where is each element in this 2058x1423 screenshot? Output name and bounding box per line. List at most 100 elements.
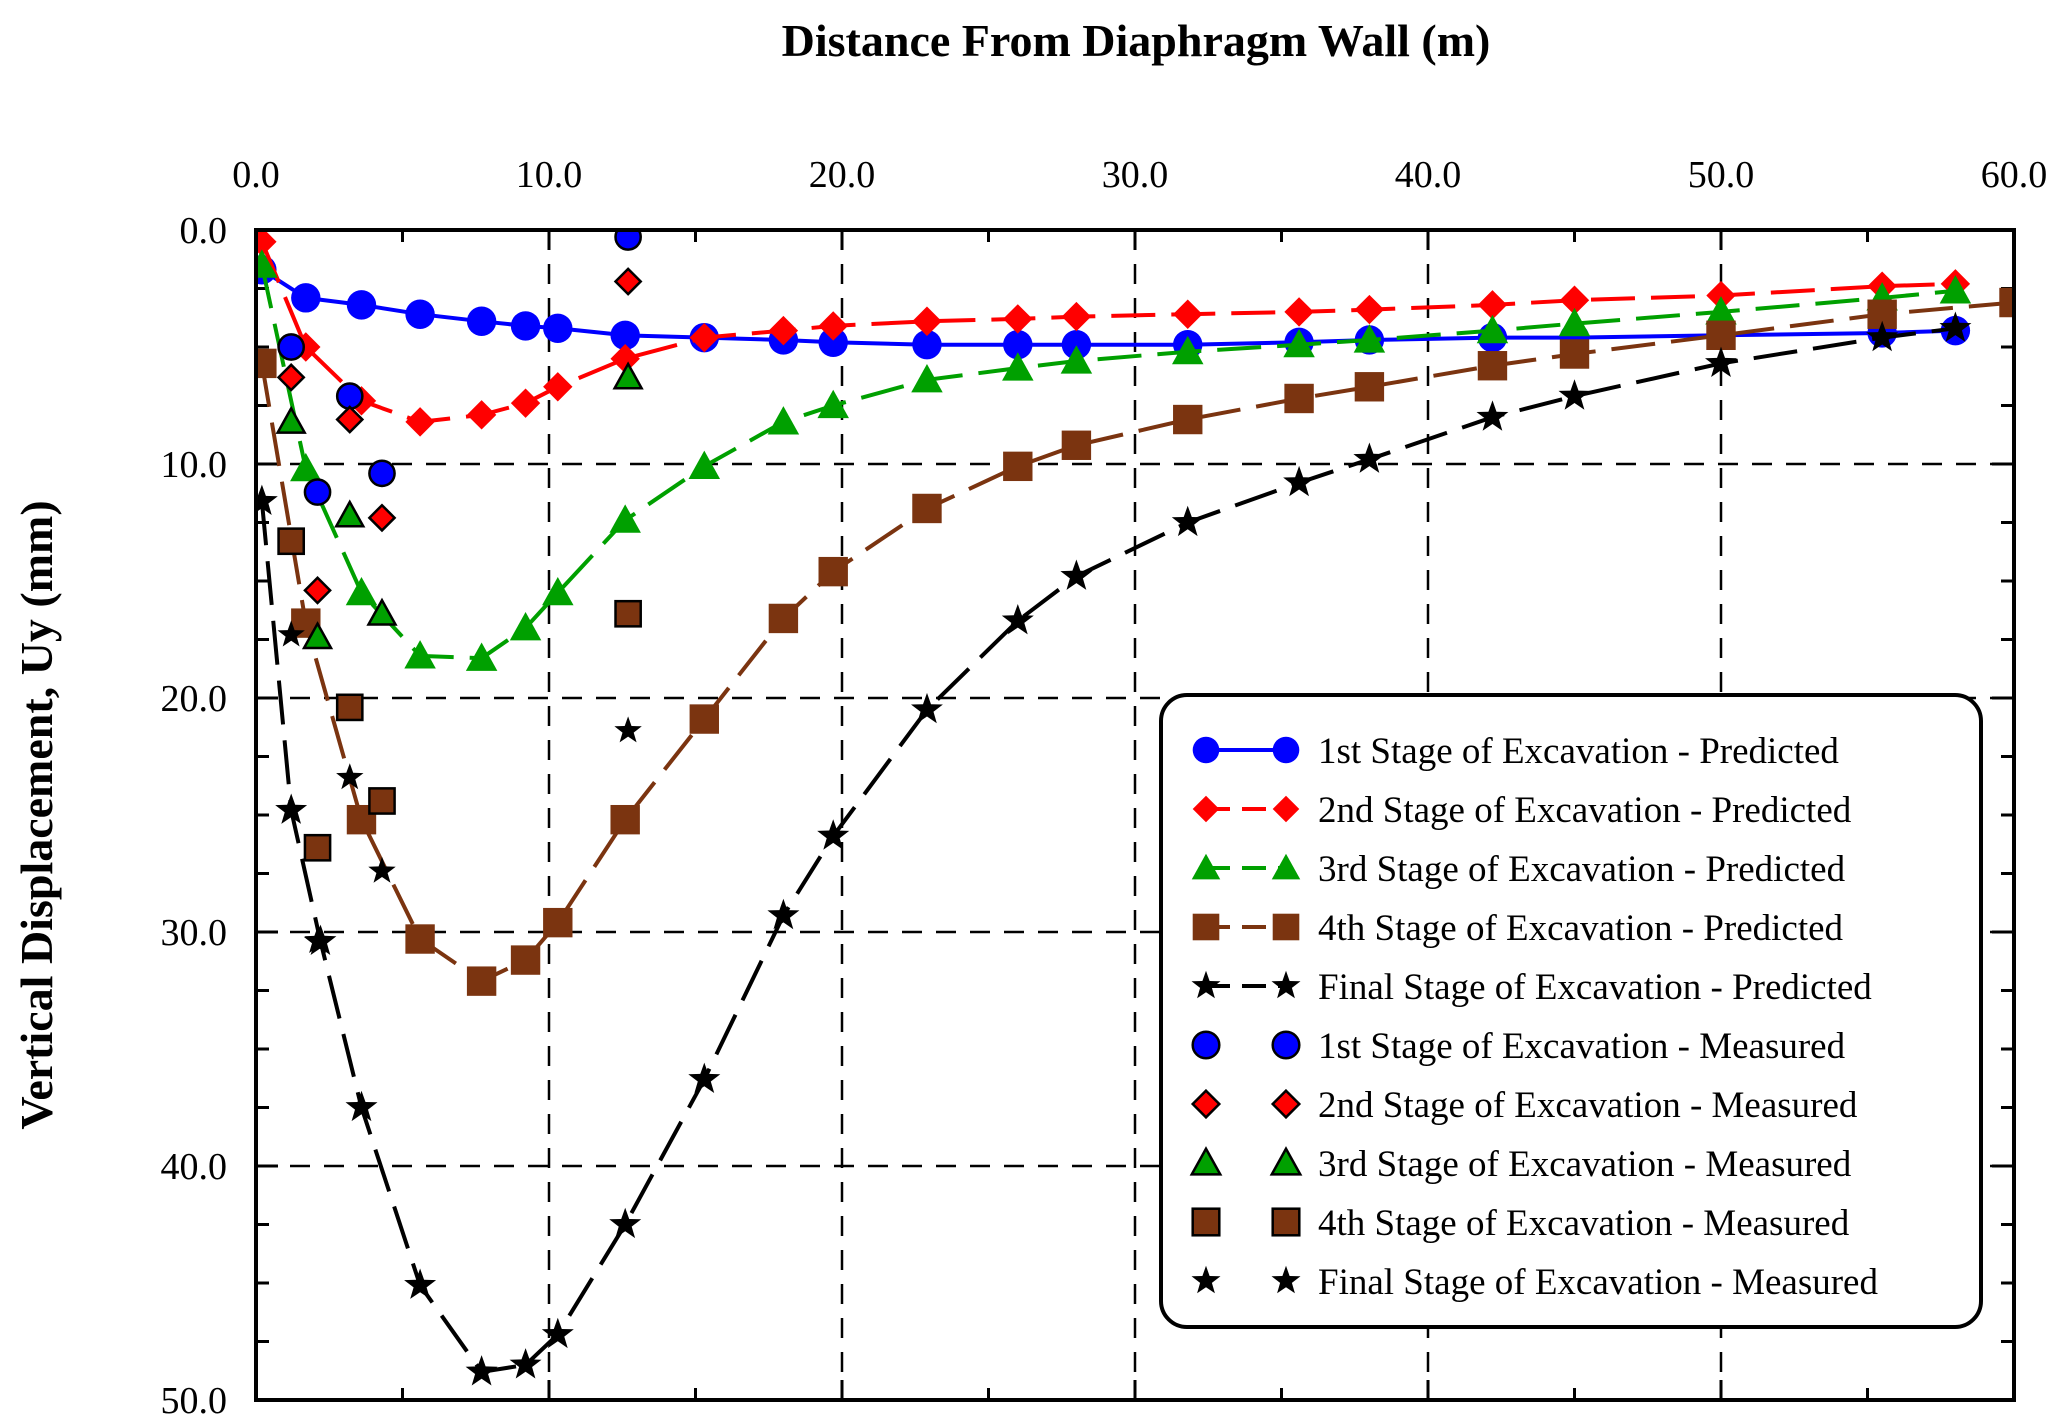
legend-marker xyxy=(1191,1030,1221,1060)
data-point xyxy=(1559,339,1590,369)
data-point xyxy=(509,1348,542,1379)
y-tick-label: 10.0 xyxy=(161,444,228,486)
data-point xyxy=(1354,372,1385,402)
data-point xyxy=(1559,285,1590,315)
series-layer xyxy=(256,230,2014,1386)
legend-marker xyxy=(1191,1265,1221,1294)
legend-item-9: 4th Stage of Excavation - Measured xyxy=(1191,1203,1850,1244)
data-point xyxy=(345,576,378,606)
data-point xyxy=(613,267,643,296)
legend-item-6: 1st Stage of Excavation - Measured xyxy=(1191,1026,1846,1067)
data-point xyxy=(277,620,305,647)
legend-marker xyxy=(1271,853,1301,880)
data-point xyxy=(465,642,498,671)
data-point xyxy=(768,603,799,634)
legend-marker xyxy=(1271,1265,1301,1294)
data-point xyxy=(911,692,943,724)
data-point xyxy=(911,364,943,393)
data-point xyxy=(256,249,278,278)
legend-marker xyxy=(1272,736,1300,764)
legend-label: 4th Stage of Excavation - Predicted xyxy=(1318,908,1844,949)
legend-marker xyxy=(1271,1030,1301,1060)
legend-label: 4th Stage of Excavation - Measured xyxy=(1318,1203,1850,1244)
series-line-3 xyxy=(259,264,1956,661)
data-point xyxy=(610,804,640,835)
data-point xyxy=(1001,604,1034,635)
data-point xyxy=(768,315,799,346)
legend-label: 1st Stage of Excavation - Predicted xyxy=(1318,731,1839,772)
data-point xyxy=(335,693,364,722)
legend-item-8: 3rd Stage of Excavation - Measured xyxy=(1189,1144,1852,1185)
x-axis-title: Distance From Diaphragm Wall (m) xyxy=(782,15,1491,66)
x-tick-label: 60.0 xyxy=(1981,154,2048,196)
data-point xyxy=(1171,335,1204,365)
data-point xyxy=(335,405,365,434)
series-4 xyxy=(256,287,2014,996)
data-point xyxy=(1173,299,1203,329)
data-point xyxy=(1283,328,1315,358)
data-point xyxy=(1705,296,1737,325)
data-point xyxy=(1939,311,1972,342)
legend-label: 3rd Stage of Excavation - Predicted xyxy=(1318,849,1846,890)
data-point xyxy=(510,311,541,341)
data-point xyxy=(290,452,322,482)
series-6 xyxy=(277,230,642,506)
legend-marker xyxy=(1191,1207,1221,1237)
series-line-1 xyxy=(260,268,1956,347)
legend-item-2: 2nd Stage of Excavation - Predicted xyxy=(1192,790,1852,831)
data-point xyxy=(610,344,640,374)
data-point xyxy=(543,907,573,938)
legend-marker xyxy=(1190,1088,1222,1120)
data-point xyxy=(1003,304,1033,334)
data-point xyxy=(767,406,800,435)
legend-label: 3rd Stage of Excavation - Measured xyxy=(1318,1144,1852,1185)
data-point xyxy=(1173,404,1203,435)
data-point xyxy=(1866,320,1899,352)
legend-marker xyxy=(1272,795,1300,823)
data-point xyxy=(1003,329,1033,360)
data-point xyxy=(543,372,573,402)
data-point xyxy=(1353,442,1386,473)
data-point xyxy=(1284,297,1314,327)
data-point xyxy=(256,484,278,515)
data-point xyxy=(688,450,721,479)
data-point xyxy=(1999,287,2014,318)
data-point xyxy=(291,283,321,313)
legend-marker xyxy=(1269,1146,1303,1176)
legend-marker xyxy=(1192,913,1220,941)
series-10 xyxy=(277,620,642,953)
data-point xyxy=(689,322,719,353)
data-point xyxy=(1706,280,1736,311)
series-line-2 xyxy=(260,240,1956,424)
data-point xyxy=(334,499,366,528)
data-point xyxy=(256,230,277,257)
y-tick-label: 30.0 xyxy=(161,912,228,954)
data-point xyxy=(404,640,436,669)
data-point xyxy=(275,405,307,434)
data-point xyxy=(1705,346,1737,377)
legend-marker xyxy=(1191,853,1221,880)
x-tick-label: 30.0 xyxy=(1102,154,1169,196)
data-point xyxy=(301,621,334,650)
data-point xyxy=(368,856,396,883)
data-point xyxy=(510,388,541,418)
data-point xyxy=(912,306,942,336)
legend-marker xyxy=(1270,1088,1302,1120)
series-3 xyxy=(256,249,1972,671)
legend: 1st Stage of Excavation - Predicted 2nd S… xyxy=(1159,693,1983,1329)
data-point xyxy=(303,833,332,862)
data-point xyxy=(609,1207,642,1239)
legend-box xyxy=(1159,693,1983,1329)
x-tick-label: 20.0 xyxy=(809,154,876,196)
data-point xyxy=(688,1062,721,1093)
x-tick-label: 40.0 xyxy=(1395,154,1462,196)
data-point xyxy=(818,556,848,587)
data-point xyxy=(466,400,497,430)
data-point xyxy=(346,290,377,320)
x-tick-label: 50.0 xyxy=(1688,154,1755,196)
data-point xyxy=(367,503,397,533)
data-point xyxy=(1003,451,1033,482)
data-point xyxy=(510,945,541,975)
data-point xyxy=(345,1090,378,1122)
data-point xyxy=(1558,379,1591,410)
